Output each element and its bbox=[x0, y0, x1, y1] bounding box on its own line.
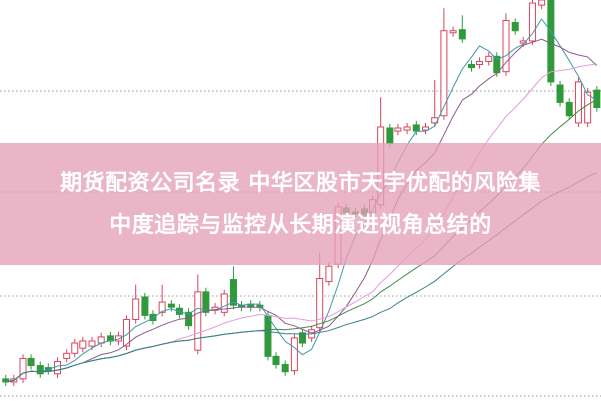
candle-body bbox=[485, 55, 493, 62]
candle-body bbox=[440, 30, 448, 117]
candle-body bbox=[565, 101, 573, 117]
candle-body bbox=[202, 291, 210, 313]
candle-body bbox=[19, 357, 27, 380]
candle-body bbox=[449, 30, 457, 34]
candle-body bbox=[458, 29, 466, 40]
candle-body bbox=[167, 303, 175, 308]
candle-body bbox=[149, 313, 157, 322]
candle-body bbox=[468, 64, 475, 69]
candle-body bbox=[528, 2, 536, 42]
candle-body bbox=[412, 124, 420, 132]
candle-body bbox=[27, 357, 35, 367]
candle-body bbox=[71, 342, 79, 354]
candle-body bbox=[220, 293, 228, 313]
moving-average-line bbox=[5, 18, 598, 383]
candle-body bbox=[511, 22, 519, 32]
candle-body bbox=[185, 311, 193, 327]
candle-body bbox=[229, 279, 237, 306]
candle-body bbox=[556, 84, 564, 103]
candle-body bbox=[476, 60, 484, 66]
candle-body bbox=[574, 81, 582, 124]
candle-body bbox=[281, 364, 289, 373]
candle-body bbox=[272, 355, 280, 366]
candle-body bbox=[79, 340, 87, 349]
candle-body bbox=[123, 318, 130, 347]
candle-body bbox=[290, 337, 298, 372]
candle-body bbox=[194, 291, 202, 351]
candle-body bbox=[422, 126, 429, 131]
candle-body bbox=[316, 278, 324, 329]
title-line-1: 期货配资公司名录 中华区股市天宇优配的风险集 bbox=[60, 171, 541, 196]
candle-body bbox=[63, 352, 71, 359]
candle-body bbox=[54, 360, 61, 375]
title-banner bbox=[0, 143, 601, 265]
candle-body bbox=[584, 91, 592, 124]
moving-average-line bbox=[5, 38, 598, 383]
candle-body bbox=[519, 40, 527, 44]
candle-body bbox=[502, 19, 510, 73]
candle-body bbox=[158, 301, 166, 313]
candle-body bbox=[114, 335, 122, 342]
candle-body bbox=[386, 127, 394, 144]
candle-body bbox=[141, 296, 149, 316]
candle-body bbox=[2, 378, 10, 383]
candle-body bbox=[394, 127, 402, 132]
candle-body bbox=[36, 365, 44, 375]
candle-body bbox=[175, 307, 183, 315]
candle-body bbox=[264, 314, 272, 357]
candle-body bbox=[88, 340, 96, 347]
candle-body bbox=[325, 265, 333, 283]
candle-body bbox=[538, 0, 546, 6]
candle-body bbox=[298, 332, 306, 344]
candle-body bbox=[403, 126, 411, 131]
candle-body bbox=[132, 298, 140, 320]
title-line-2: 中度追踪与监控从长期演进视角总结的 bbox=[109, 213, 492, 238]
candle-body bbox=[547, 0, 555, 83]
